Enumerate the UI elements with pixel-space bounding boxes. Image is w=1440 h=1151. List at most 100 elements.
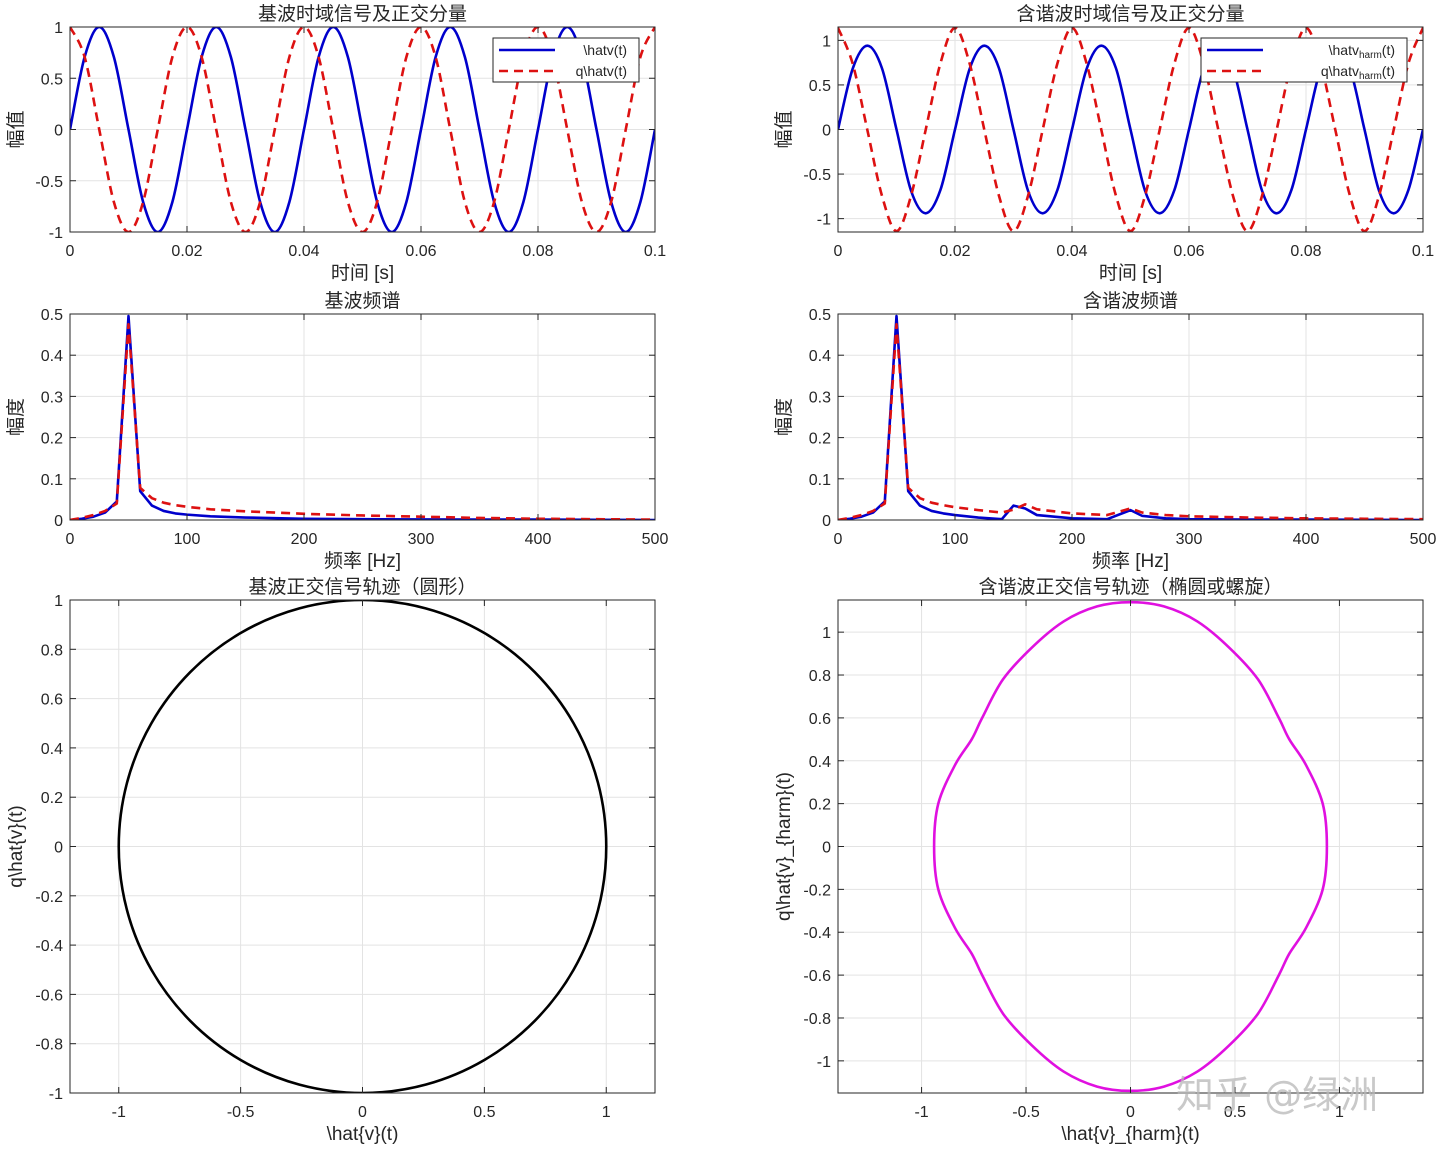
- chart-p5: -1 -0.5 0 0.5 1 -1 -0.8 -0.6 -0.4 -0.2 0 0.2 0.4 0.6 0…: [6, 576, 656, 1145]
- y-axis-label: q\hat{v}_{harm}(t): [774, 772, 795, 921]
- axes-frame: [69, 313, 656, 521]
- x-tick-label: -1: [112, 1104, 126, 1121]
- x-tick-label: 0: [66, 243, 75, 260]
- y-tick-label: -0.8: [803, 1011, 831, 1028]
- y-tick-label: -1: [817, 212, 831, 229]
- x-tick-label: 0: [66, 531, 75, 548]
- x-axis-label: 时间 [s]: [1099, 262, 1162, 284]
- y-tick-label: 0.8: [809, 668, 831, 685]
- y-tick-label: -0.2: [35, 889, 63, 906]
- legend-label: \hatv(t): [583, 42, 627, 58]
- x-tick-label: -1: [914, 1104, 928, 1121]
- y-tick-label: 0.5: [41, 307, 63, 324]
- plot-area: [838, 314, 1423, 520]
- y-tick-label: 0.5: [809, 307, 831, 324]
- y-tick-label: 0.2: [809, 431, 831, 448]
- x-tick-label: 0: [834, 531, 843, 548]
- x-tick-label: 200: [1059, 531, 1086, 548]
- series-line-p6-0: [932, 600, 1329, 1093]
- y-tick-label: 0.2: [41, 790, 63, 807]
- y-tick-label: 0.5: [809, 78, 831, 95]
- chart-p4: 0 100 200 300 400 500 0 0.1 0.2 0.3 0.4 0.5 含谐波频谱频率 …: [773, 290, 1436, 572]
- x-tick-label: 400: [1293, 531, 1320, 548]
- y-tick-label: 0.4: [41, 348, 63, 365]
- y-tick-label: 1: [822, 33, 831, 50]
- y-tick-label: 0.2: [809, 797, 831, 814]
- legend: \hatv(t) q\hatv(t): [492, 37, 640, 83]
- x-tick-label: 1: [602, 1104, 611, 1121]
- y-tick-label: 0.4: [809, 754, 831, 771]
- axes-frame: [837, 313, 1424, 521]
- y-axis-label: 幅值: [5, 110, 27, 148]
- legend-box: [492, 37, 640, 83]
- legend-label: \hatvharm(t): [1329, 42, 1395, 61]
- x-tick-label: -0.5: [1012, 1104, 1040, 1121]
- x-axis-label: 频率 [Hz]: [1092, 550, 1169, 572]
- y-tick-label: -0.2: [803, 882, 831, 899]
- y-tick-label: 0.3: [809, 389, 831, 406]
- y-tick-label: 0.6: [809, 711, 831, 728]
- y-tick-label: 0.8: [41, 642, 63, 659]
- x-tick-label: 500: [1410, 531, 1437, 548]
- y-tick-label: -0.4: [35, 938, 63, 955]
- watermark: 知乎 @绿洲: [1176, 1073, 1378, 1117]
- x-axis-label: \hat{v}(t): [327, 1124, 399, 1145]
- y-axis-label: 幅值: [773, 110, 795, 148]
- chart-p1: 0 0.02 0.04 0.06 0.08 0.1 -1 -0.5 0 0.5 1 基波时域信号及正交…: [5, 3, 666, 284]
- x-tick-label: 0.04: [288, 243, 319, 260]
- x-tick-label: 300: [1176, 531, 1203, 548]
- y-tick-label: 0.6: [41, 692, 63, 709]
- chart-p2: 0 0.02 0.04 0.06 0.08 0.1 -1 -0.5 0 0.5 1 含谐波时域信号及正…: [773, 3, 1434, 284]
- x-tick-label: 0.1: [644, 243, 666, 260]
- x-tick-label: 0.02: [171, 243, 202, 260]
- x-axis-label: \hat{v}_{harm}(t): [1061, 1124, 1199, 1145]
- y-tick-label: 0.3: [41, 389, 63, 406]
- y-tick-label: -0.8: [35, 1037, 63, 1054]
- y-tick-label: 0.1: [41, 472, 63, 489]
- x-tick-label: 0.06: [1173, 243, 1204, 260]
- x-tick-label: 400: [525, 531, 552, 548]
- y-tick-label: 0: [54, 123, 63, 140]
- y-tick-label: 0.4: [41, 741, 63, 758]
- y-tick-label: 1: [822, 625, 831, 642]
- y-tick-label: -0.6: [803, 968, 831, 985]
- chart-title: 含谐波频谱: [1083, 290, 1178, 312]
- x-tick-label: 0.5: [1224, 1104, 1246, 1121]
- y-axis-label: 幅度: [5, 398, 27, 436]
- y-tick-label: 0: [54, 840, 63, 857]
- x-tick-label: 0.06: [405, 243, 436, 260]
- y-tick-label: 1: [54, 593, 63, 610]
- series-line-p5-0: [117, 600, 608, 1093]
- chart-title: 基波频谱: [324, 290, 400, 312]
- y-tick-label: 0: [822, 513, 831, 530]
- x-tick-label: 0.1: [1412, 243, 1434, 260]
- x-tick-label: 100: [942, 531, 969, 548]
- x-tick-label: 0.08: [522, 243, 553, 260]
- x-tick-label: 200: [291, 531, 318, 548]
- x-tick-label: 0: [358, 1104, 367, 1121]
- x-tick-label: 1: [1335, 1104, 1344, 1121]
- plot-area: [70, 314, 655, 520]
- series-line-p3-1: [70, 323, 655, 520]
- x-tick-label: -0.5: [227, 1104, 255, 1121]
- y-axis-label: q\hat{v}(t): [6, 805, 27, 887]
- x-tick-label: 0.5: [473, 1104, 495, 1121]
- y-tick-label: 1: [54, 20, 63, 37]
- x-tick-label: 0.08: [1290, 243, 1321, 260]
- chart-title: 含谐波正交信号轨迹（椭圆或螺旋）: [978, 576, 1282, 598]
- x-tick-label: 0: [834, 243, 843, 260]
- x-tick-label: 0.04: [1056, 243, 1087, 260]
- chart-title: 含谐波时域信号及正交分量: [1016, 3, 1244, 25]
- y-tick-label: 0: [822, 840, 831, 857]
- y-tick-label: 0.4: [809, 348, 831, 365]
- chart-p6: -1 -0.5 0 0.5 1 -1 -0.8 -0.6 -0.4 -0.2 0 0.2 0.4 0.6 0…: [774, 576, 1424, 1145]
- x-tick-label: 500: [642, 531, 669, 548]
- chart-title: 基波正交信号轨迹（圆形）: [248, 576, 476, 598]
- y-tick-label: -0.5: [35, 174, 63, 191]
- y-tick-label: 0: [54, 513, 63, 530]
- y-tick-label: 0.1: [809, 472, 831, 489]
- y-tick-label: -0.6: [35, 987, 63, 1004]
- y-tick-label: -0.4: [803, 925, 831, 942]
